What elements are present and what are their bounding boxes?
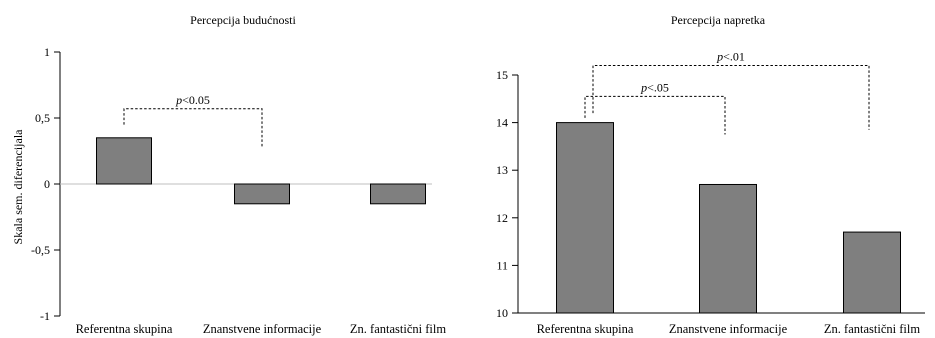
significance-bracket [592,64,870,130]
y-tick-label: 0 [44,177,50,191]
y-tick-label: 14 [496,116,508,130]
y-tick-label: 10 [496,306,508,320]
x-tick-label: Referentna skupina [76,322,173,336]
x-tick-label: Referentna skupina [537,322,634,336]
y-tick-label: 15 [496,68,508,82]
chart-title: Percepcija napretka [671,13,766,27]
x-tick-label: Znanstvene informacije [669,322,788,336]
bar [699,183,757,314]
x-tick-label: Zn. fantastični film [350,322,446,336]
bar [370,183,426,205]
y-axis-label: Skala sem. diferencijala [11,129,25,245]
y-tick-label: 1 [44,45,50,59]
bar [96,137,152,185]
chart-perception-future: Percepcija budućnosti Skala sem. diferen… [11,13,446,336]
significance-bracket [584,95,726,135]
bar [556,122,614,314]
chart-perception-progress: Percepcija napretka 10 11 12 13 14 15 Referent… [496,13,925,336]
y-tick-label: -0,5 [31,243,50,257]
chart-title: Percepcija budućnosti [190,13,296,27]
bar [843,231,901,314]
significance-label: p<.01 [716,49,745,63]
y-tick-label: -1 [40,309,50,323]
significance-label: p<0.05 [175,93,210,107]
x-tick-label: Znanstvene informacije [203,322,322,336]
y-tick-label: 12 [496,211,508,225]
y-tick-label: 13 [496,163,508,177]
x-tick-label: Zn. fantastični film [824,322,920,336]
y-tick-label: 0,5 [35,111,50,125]
y-tick-label: 11 [496,258,508,272]
significance-label: p<.05 [640,80,669,94]
bar [234,183,290,205]
